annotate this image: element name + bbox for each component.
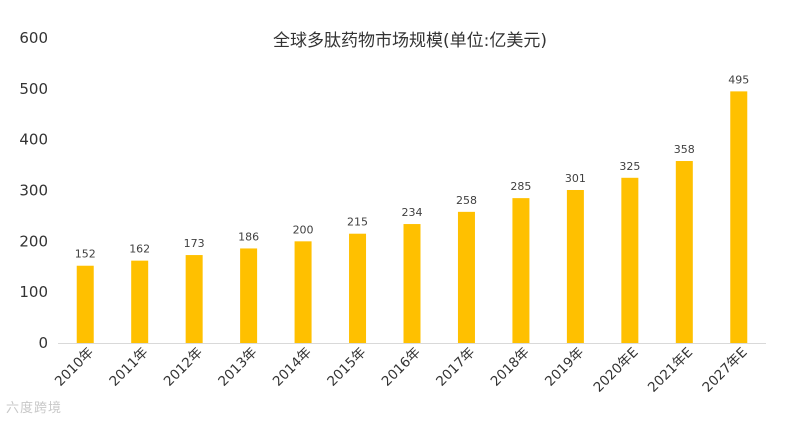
data-label: 186 [238,230,259,243]
x-tick-label: 2012年 [161,345,206,390]
y-tick-label: 300 [19,182,48,200]
bar [675,161,693,343]
data-label: 162 [129,243,150,256]
x-tick-label: 2010年 [52,345,97,390]
data-label: 285 [510,180,531,193]
x-tick-label: 2011年 [106,345,151,390]
x-tick-label: 2027年E [699,345,750,396]
data-label: 152 [75,248,96,261]
y-tick-label: 500 [19,80,48,98]
bar [240,248,258,343]
x-tick-label: 2013年 [215,345,260,390]
y-tick-label: 600 [19,29,48,47]
y-axis: 0 100 200 300 400 500 600 [19,29,48,352]
x-tick-label: 2014年 [270,345,315,390]
bar [76,265,94,343]
bar [349,233,367,343]
x-tick-label: 2019年 [542,345,587,390]
x-axis: 2010年 2011年 2012年 2013年 2014年 2015年 2016年 2017年… [52,343,766,396]
data-label: 495 [728,73,749,86]
data-label: 200 [293,223,314,236]
bar [457,211,475,343]
bar [512,198,530,343]
data-label: 358 [674,143,695,156]
bar [621,177,639,343]
data-label: 173 [184,237,205,250]
x-tick-label: 2015年 [324,345,369,390]
x-tick-label: 2021年E [645,345,696,396]
data-label: 301 [565,172,586,185]
x-tick-label: 2020年E [590,345,641,396]
chart-title: 全球多肽药物市场规模(单位:亿美元) [273,31,547,51]
y-tick-label: 200 [19,232,48,250]
bar [185,255,203,343]
bars: 152 162 173 186 200 215 234 258 285 301 325 358 495 [75,73,749,343]
y-tick-label: 400 [19,131,48,149]
y-tick-label: 100 [19,283,48,301]
data-label: 234 [402,206,423,219]
data-label: 325 [619,160,640,173]
bar [403,224,421,343]
x-tick-label: 2016年 [379,345,424,390]
bar [730,91,748,343]
x-tick-label: 2017年 [433,345,478,390]
bar [566,189,584,343]
bar [294,241,312,343]
y-tick-label: 0 [38,334,48,352]
x-tick-label: 2018年 [488,345,533,390]
data-label: 258 [456,194,477,207]
bar [131,260,149,343]
watermark: 六度跨境 [6,401,63,416]
data-label: 215 [347,216,368,229]
